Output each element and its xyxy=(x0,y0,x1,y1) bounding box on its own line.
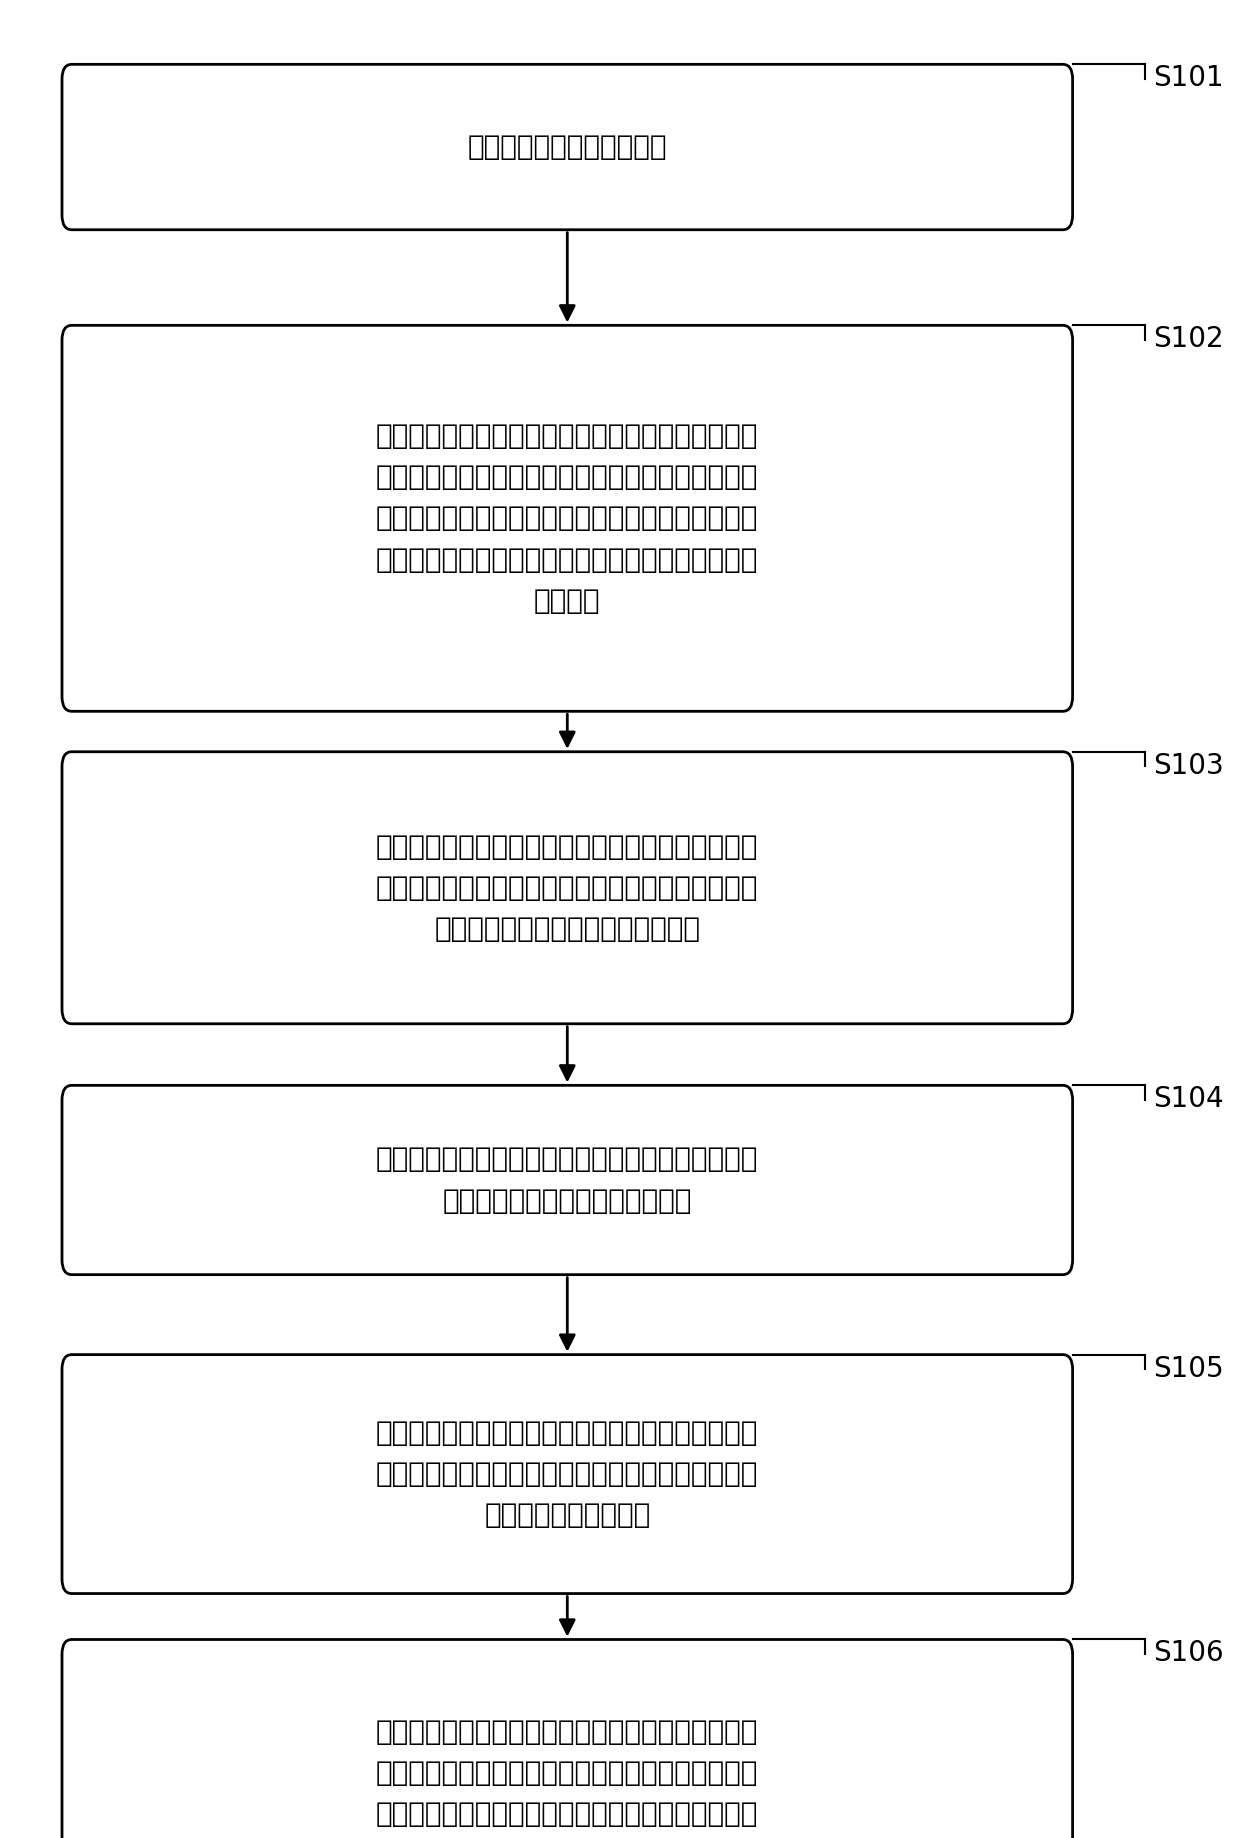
FancyBboxPatch shape xyxy=(62,752,1073,1024)
FancyBboxPatch shape xyxy=(62,1355,1073,1594)
Text: S106: S106 xyxy=(1153,1639,1224,1667)
Text: S102: S102 xyxy=(1153,325,1224,353)
Text: 根据所述几何信息，在所述对位点处获取所述目标预
设充电桩相对机器人的位置及角度: 根据所述几何信息，在所述对位点处获取所述目标预 设充电桩相对机器人的位置及角度 xyxy=(376,1145,759,1215)
Text: S105: S105 xyxy=(1153,1355,1224,1382)
Text: 根据所述目标预设充电桩相对机器人的位置及角度，
对机器人进行位姿调整，完成机器人与所述目标预设
充电桩的位置对准操作: 根据所述目标预设充电桩相对机器人的位置及角度， 对机器人进行位姿调整，完成机器人… xyxy=(376,1419,759,1529)
Text: 获取机器人当前的地理位置: 获取机器人当前的地理位置 xyxy=(467,132,667,162)
Text: S104: S104 xyxy=(1153,1084,1224,1114)
Text: S103: S103 xyxy=(1153,752,1224,779)
FancyBboxPatch shape xyxy=(62,1084,1073,1276)
FancyBboxPatch shape xyxy=(62,64,1073,230)
FancyBboxPatch shape xyxy=(62,325,1073,711)
FancyBboxPatch shape xyxy=(62,1639,1073,1838)
Text: 根据所述机器人当前的地理位置，获取目标预设充电
桩的地理位置及所述目标预设充电桩的几何信息，所
述目标预设充电桩为与所述机器人距离最短路径的预
设充电桩，所述几: 根据所述机器人当前的地理位置，获取目标预设充电 桩的地理位置及所述目标预设充电桩… xyxy=(376,423,759,614)
Text: 指示所述机器人按照位置对准后的角度直线移动至所
述目标预设充电桩，以使得所述机器人的充电接口与
所述目标预设充电桩的电源接口连接，对所述机器人
进行充电: 指示所述机器人按照位置对准后的角度直线移动至所 述目标预设充电桩，以使得所述机器… xyxy=(376,1719,759,1838)
Text: S101: S101 xyxy=(1153,64,1224,92)
Text: 根据所述目标预设充电桩的地理位置，将机器人导航
至所述目标预设充电桩的对位点，所述对位点用于表
示将所述机器人进行位姿调整的位置: 根据所述目标预设充电桩的地理位置，将机器人导航 至所述目标预设充电桩的对位点，所… xyxy=(376,833,759,943)
